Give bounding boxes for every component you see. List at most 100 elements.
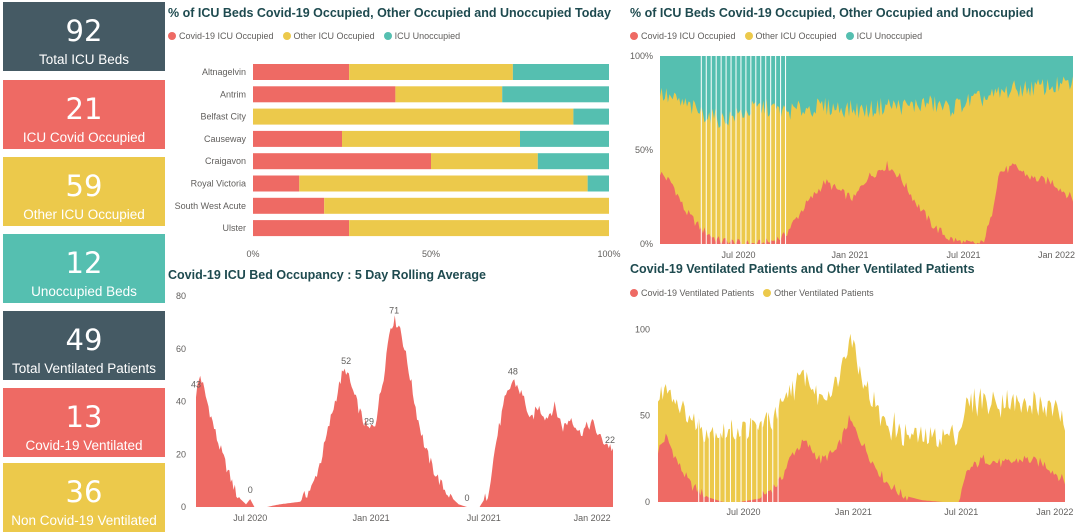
legend-label: Other ICU Occupied xyxy=(293,31,375,41)
category-label: Belfast City xyxy=(200,112,246,122)
legend-item[interactable]: ICU Unoccupied xyxy=(845,31,923,41)
x-tick-label: 0% xyxy=(246,249,259,259)
legend-item[interactable]: Other ICU Occupied xyxy=(744,31,837,41)
bar-segment xyxy=(520,130,609,147)
x-tick-label: Jan 2021 xyxy=(835,507,872,517)
legend-dot-icon xyxy=(630,32,638,40)
legend-label: Other ICU Occupied xyxy=(755,31,837,41)
bar-segment xyxy=(349,64,513,80)
data-label: 22 xyxy=(605,435,615,445)
bar-segment xyxy=(253,220,350,237)
x-tick-label: Jan 2022 xyxy=(574,513,611,523)
bar-segment xyxy=(253,108,574,125)
kpi-label: Other ICU Occupied xyxy=(23,207,145,222)
bar-segment xyxy=(253,153,431,170)
y-tick-label: 40 xyxy=(176,397,186,407)
x-tick-label: Jan 2022 xyxy=(1036,507,1073,517)
legend-dot-icon xyxy=(744,32,753,40)
legend-dot-icon xyxy=(845,32,854,40)
legend-label: ICU Unoccupied xyxy=(856,31,923,41)
y-tick-label: 100% xyxy=(630,51,653,61)
legend-label: Covid-19 ICU Occupied xyxy=(641,31,736,41)
bar-segment xyxy=(512,64,609,80)
bar-segment xyxy=(573,108,609,125)
kpi-value: 21 xyxy=(65,92,103,126)
data-label: 52 xyxy=(341,356,351,366)
legend-item[interactable]: Covid-19 Ventilated Patients xyxy=(630,288,754,298)
kpi-label: Non Covid-19 Ventilated xyxy=(11,513,157,528)
legend-dot-icon xyxy=(282,32,291,40)
area-other-icu-occupied xyxy=(660,76,1073,244)
kpi-value: 49 xyxy=(65,323,103,357)
legend-item[interactable]: Other ICU Occupied xyxy=(282,31,375,41)
kpi-value: 92 xyxy=(65,14,103,48)
bar-segment xyxy=(299,175,588,192)
kpi-value: 13 xyxy=(65,400,103,434)
legend-item[interactable]: ICU Unoccupied xyxy=(383,31,461,41)
bar-segment xyxy=(253,130,342,147)
legend-label: ICU Unoccupied xyxy=(394,31,461,41)
kpi-label: Total Ventilated Patients xyxy=(11,361,157,376)
bar-segment xyxy=(253,64,350,80)
kpi-label: Total ICU Beds xyxy=(38,52,130,67)
rolling-average-area xyxy=(196,315,613,507)
y-tick-label: 0 xyxy=(181,502,186,512)
bar-segment xyxy=(324,197,609,214)
x-tick-label: Jul 2020 xyxy=(721,250,755,260)
today-bar-chart-title: % of ICU Beds Covid-19 Occupied, Other O… xyxy=(168,6,611,20)
legend-dot-icon xyxy=(168,32,176,40)
legend-dot-icon xyxy=(763,289,772,297)
vent-legend: Covid-19 Ventilated Patients Other Venti… xyxy=(630,288,883,298)
rolling-average-chart: 0 20 40 60 80 Jul 2020 Jan 2021 Jul 2021 Jan 202… xyxy=(176,291,615,523)
legend-item[interactable]: Covid-19 ICU Occupied xyxy=(168,31,274,41)
category-label: South West Acute xyxy=(175,201,246,211)
kpi-value: 36 xyxy=(65,475,103,509)
legend-item[interactable]: Other Ventilated Patients xyxy=(763,288,874,298)
category-label: Ulster xyxy=(222,223,246,233)
data-label: 48 xyxy=(508,366,518,376)
kpi-card-icu-covid-occupied: 21 ICU Covid Occupied xyxy=(3,80,165,149)
legend-dot-icon xyxy=(383,32,392,40)
category-label: Antrim xyxy=(220,89,246,99)
today-bar-chart: Altnagelvin Antrim Belfast City Causeway Cra… xyxy=(175,64,621,259)
kpi-label: Covid-19 Ventilated xyxy=(25,438,143,453)
legend-label: Covid-19 ICU Occupied xyxy=(179,31,274,41)
x-tick-label: Jan 2021 xyxy=(353,513,390,523)
x-tick-label: Jul 2021 xyxy=(947,250,981,260)
kpi-card-total-ventilated: 49 Total Ventilated Patients xyxy=(3,311,165,380)
legend-item[interactable]: Covid-19 ICU Occupied xyxy=(630,31,736,41)
y-tick-label: 20 xyxy=(176,449,186,459)
category-label: Craigavon xyxy=(205,156,246,166)
kpi-value: 12 xyxy=(65,246,103,280)
y-tick-label: 50 xyxy=(640,411,650,421)
legend-label: Other Ventilated Patients xyxy=(774,288,874,298)
bar-segment xyxy=(253,197,325,214)
bar-segment xyxy=(253,175,300,192)
area-covid-ventilated xyxy=(658,414,1065,502)
x-tick-label: Jul 2021 xyxy=(944,507,978,517)
kpi-card-other-icu-occupied: 59 Other ICU Occupied xyxy=(3,157,165,226)
data-label: 29 xyxy=(364,417,374,427)
data-label: 0 xyxy=(248,485,253,495)
category-label: Altnagelvin xyxy=(202,67,246,77)
data-label: 43 xyxy=(191,380,201,390)
bar-segment xyxy=(342,130,520,147)
y-tick-label: 50% xyxy=(635,145,653,155)
legend-dot-icon xyxy=(630,289,638,297)
pct-area-chart: 0% 50% 100% Jul 2020 Jan 2021 Jul 2021 Jan 202… xyxy=(630,51,1075,260)
data-label: 71 xyxy=(389,306,399,316)
kpi-card-covid-ventilated: 13 Covid-19 Ventilated xyxy=(3,388,165,457)
data-label: 0 xyxy=(465,493,470,503)
category-label: Royal Victoria xyxy=(191,179,246,189)
pct-area-chart-title: % of ICU Beds Covid-19 Occupied, Other O… xyxy=(630,6,1034,20)
kpi-value: 59 xyxy=(65,169,103,203)
ventilated-chart: 0 50 100 Jul 2020 Jan 2021 Jul 2021 Jan 2022 xyxy=(635,324,1073,517)
kpi-card-unoccupied-beds: 12 Unoccupied Beds xyxy=(3,234,165,303)
y-tick-label: 60 xyxy=(176,344,186,354)
kpi-label: Unoccupied Beds xyxy=(31,284,137,299)
today-bar-legend: Covid-19 ICU Occupied Other ICU Occupied… xyxy=(168,31,469,41)
x-tick-label: Jul 2020 xyxy=(726,507,760,517)
y-tick-label: 80 xyxy=(176,291,186,301)
kpi-card-non-covid-ventilated: 36 Non Covid-19 Ventilated xyxy=(3,463,165,532)
category-label: Causeway xyxy=(204,134,247,144)
